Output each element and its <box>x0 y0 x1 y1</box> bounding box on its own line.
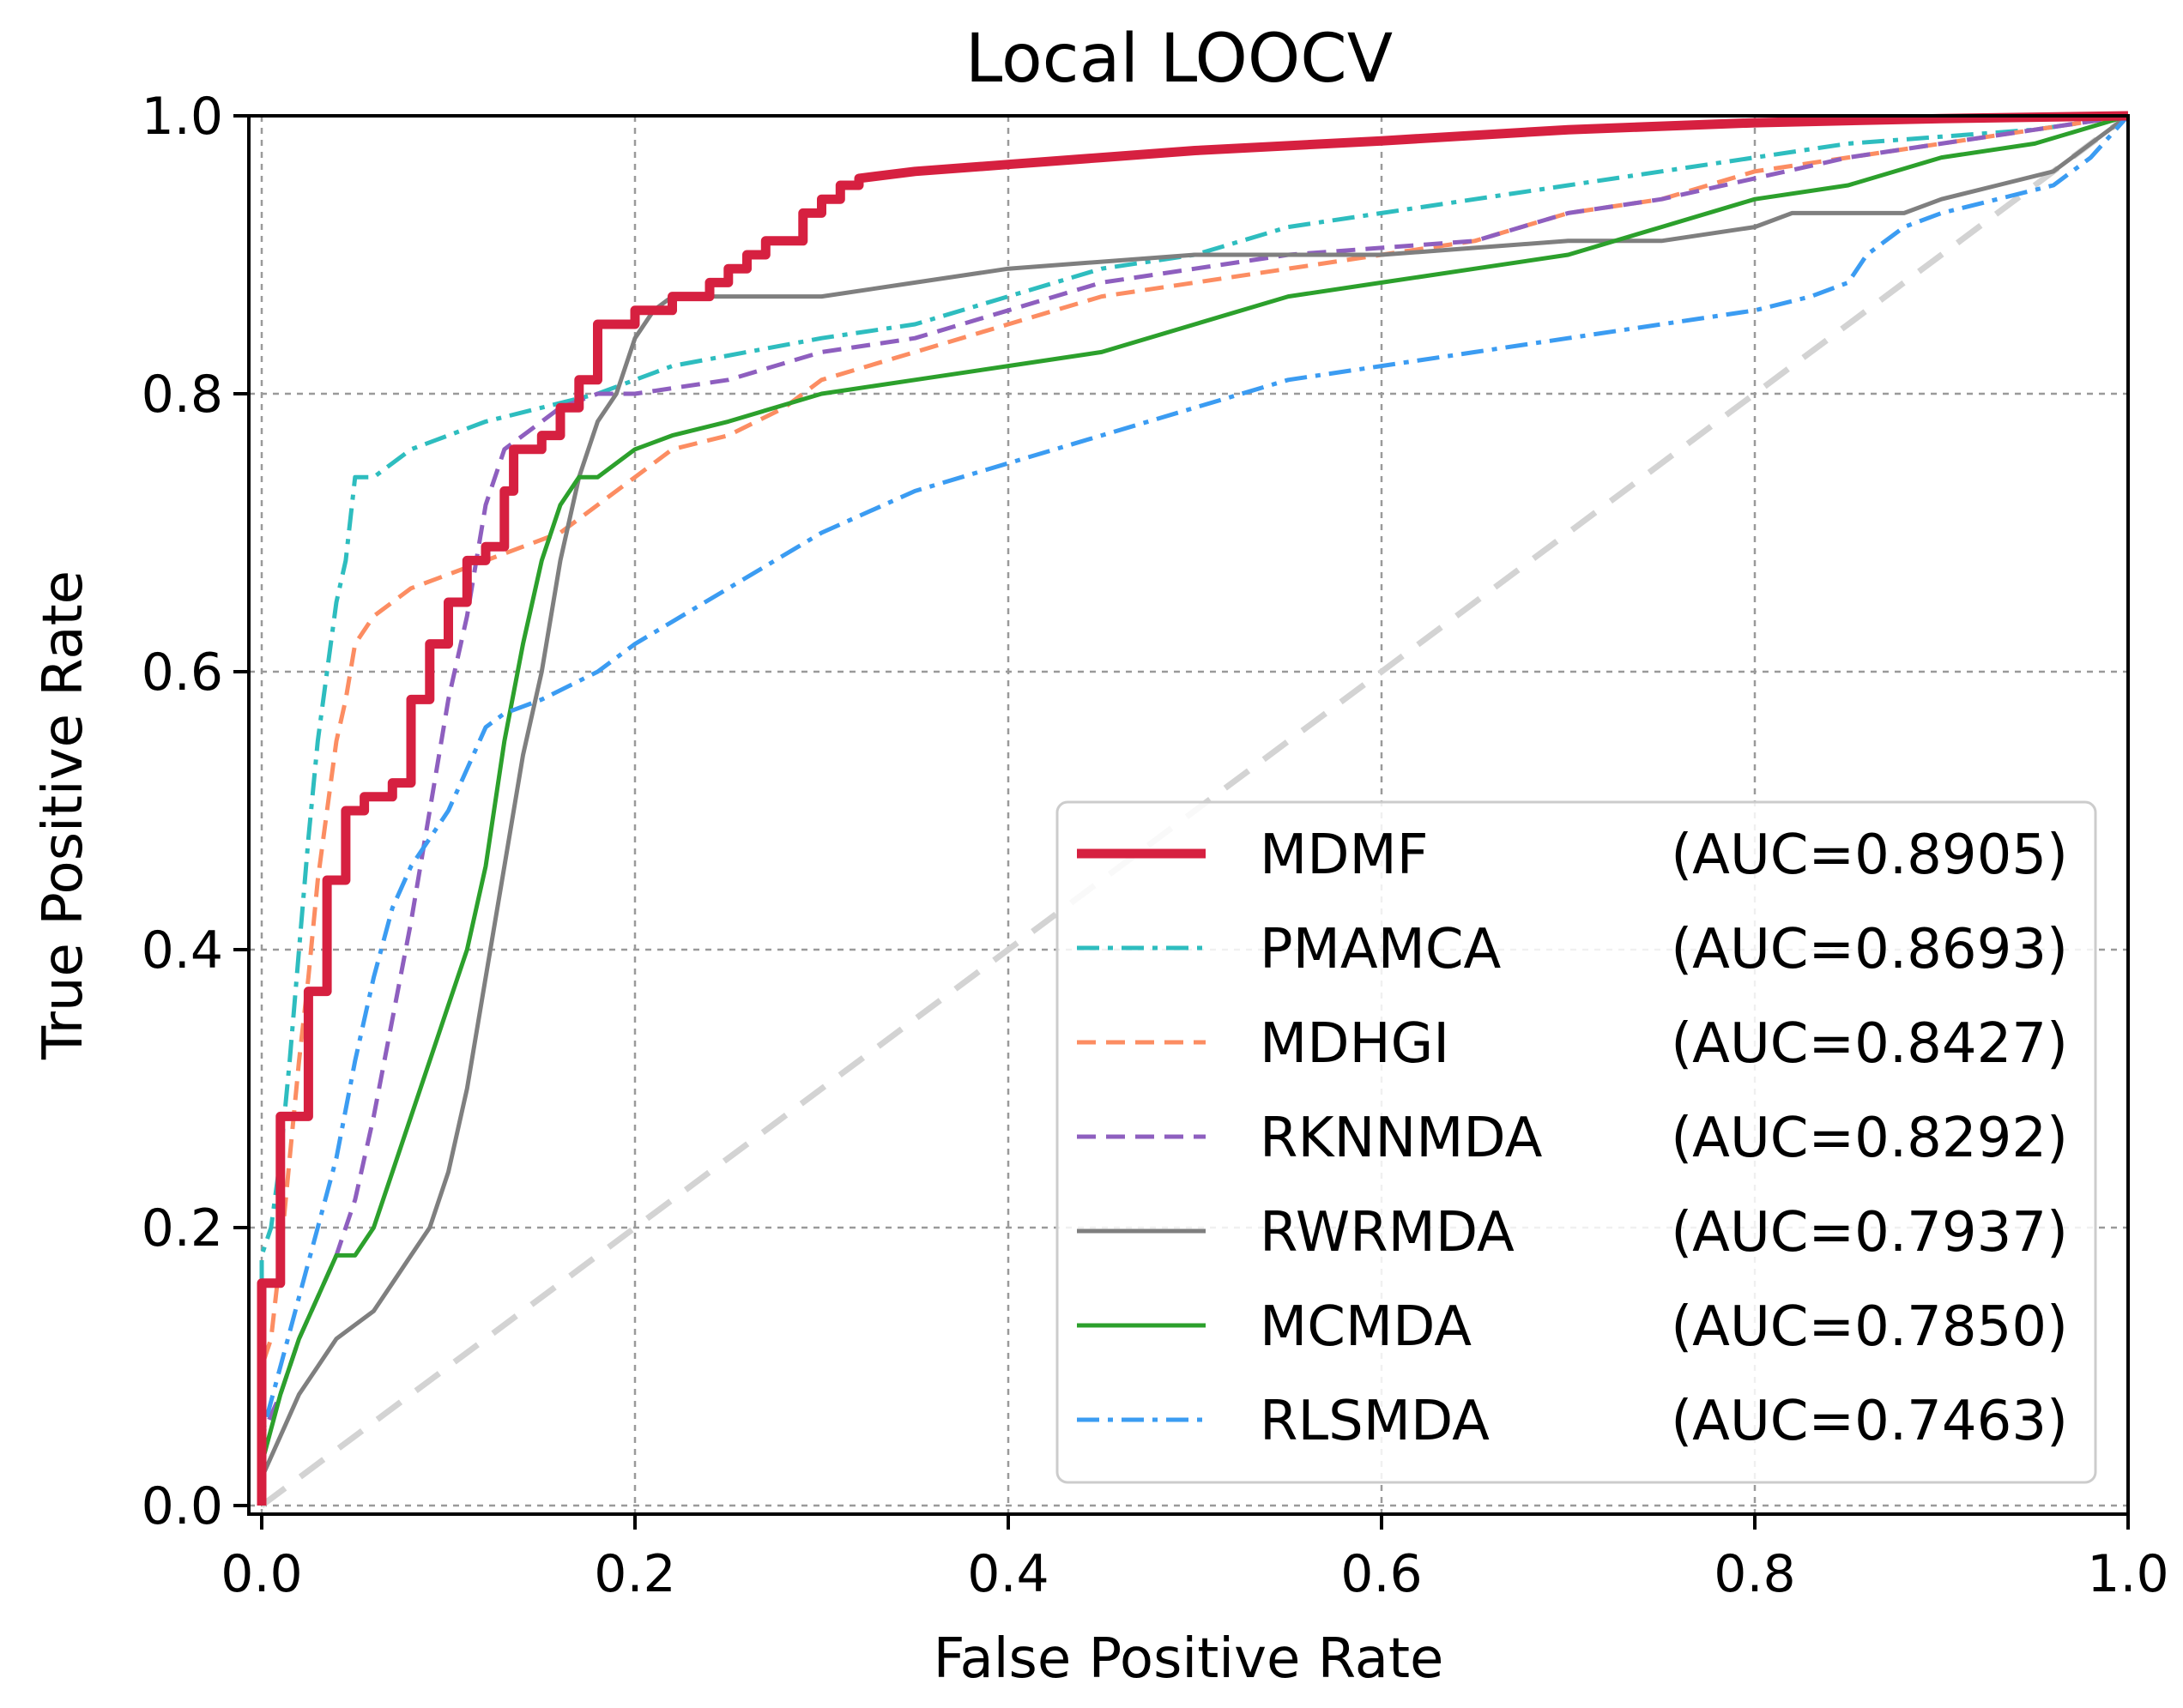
y-tick-label: 0.0 <box>142 1476 223 1536</box>
legend-auc-mcmda: (AUC=0.7850) <box>1671 1295 2068 1359</box>
series-layer <box>257 111 2130 1506</box>
legend-label-mcmda: MCMDA <box>1260 1295 1472 1359</box>
x-tick-label: 0.4 <box>967 1544 1049 1604</box>
x-tick-label: 1.0 <box>2087 1544 2168 1604</box>
legend-label-rlsmda: RLSMDA <box>1260 1390 1490 1453</box>
x-tick-label: 0.0 <box>221 1544 302 1604</box>
series-line-pmamca <box>259 113 2129 1506</box>
y-tick-label: 0.8 <box>142 365 223 425</box>
x-axis-label: False Positive Rate <box>934 1627 1444 1691</box>
plot-frame <box>247 114 2130 1516</box>
grid-layer <box>249 114 2130 1514</box>
legend-box <box>1055 800 2097 1484</box>
y-tick-label: 0.2 <box>142 1198 223 1258</box>
legend-auc-mdhgi: (AUC=0.8427) <box>1671 1012 2068 1076</box>
series-line-mdhgi <box>259 113 2129 1506</box>
y-tick-label: 0.4 <box>142 920 223 981</box>
y-axis-label: True Positive Rate <box>32 570 95 1060</box>
legend-auc-pmamca: (AUC=0.8693) <box>1671 918 2068 981</box>
y-tick-label: 0.6 <box>142 643 223 703</box>
series-line-rknnmda <box>259 113 2129 1506</box>
chart-title: Local LOOCV <box>965 21 1393 98</box>
legend-label-pmamca: PMAMCA <box>1260 918 1502 981</box>
x-tick-label: 0.8 <box>1714 1544 1795 1604</box>
legend-auc-rwrmda: (AUC=0.7937) <box>1671 1201 2068 1264</box>
x-tick-label: 0.2 <box>594 1544 675 1604</box>
legend-label-mdhgi: MDHGI <box>1260 1012 1449 1076</box>
series-line-rlsmda <box>259 114 2130 1506</box>
series-line-mcmda <box>259 113 2129 1506</box>
y-tick-label: 1.0 <box>142 87 223 147</box>
series-line-mdmf <box>257 111 2129 1506</box>
legend-label-rknnmda: RKNNMDA <box>1260 1107 1543 1170</box>
legend-auc-rlsmda: (AUC=0.7463) <box>1671 1390 2068 1453</box>
legend-label-mdmf: MDMF <box>1260 824 1429 887</box>
legend-auc-rknnmda: (AUC=0.8292) <box>1671 1107 2068 1170</box>
tick-layer: 0.0 0.2 0.4 0.6 0.8 1.0 0.0 0.2 0.4 0.6 0.8 1.0 <box>142 87 2169 1604</box>
legend-auc-mdmf: (AUC=0.8905) <box>1671 824 2068 887</box>
series-line-rwrmda <box>259 113 2130 1506</box>
legend-label-rwrmda: RWRMDA <box>1260 1201 1515 1264</box>
legend: MDMF (AUC=0.8905) PMAMCA (AUC=0.8693) MDHGI (… <box>1055 800 2097 1484</box>
x-tick-label: 0.6 <box>1340 1544 1422 1604</box>
